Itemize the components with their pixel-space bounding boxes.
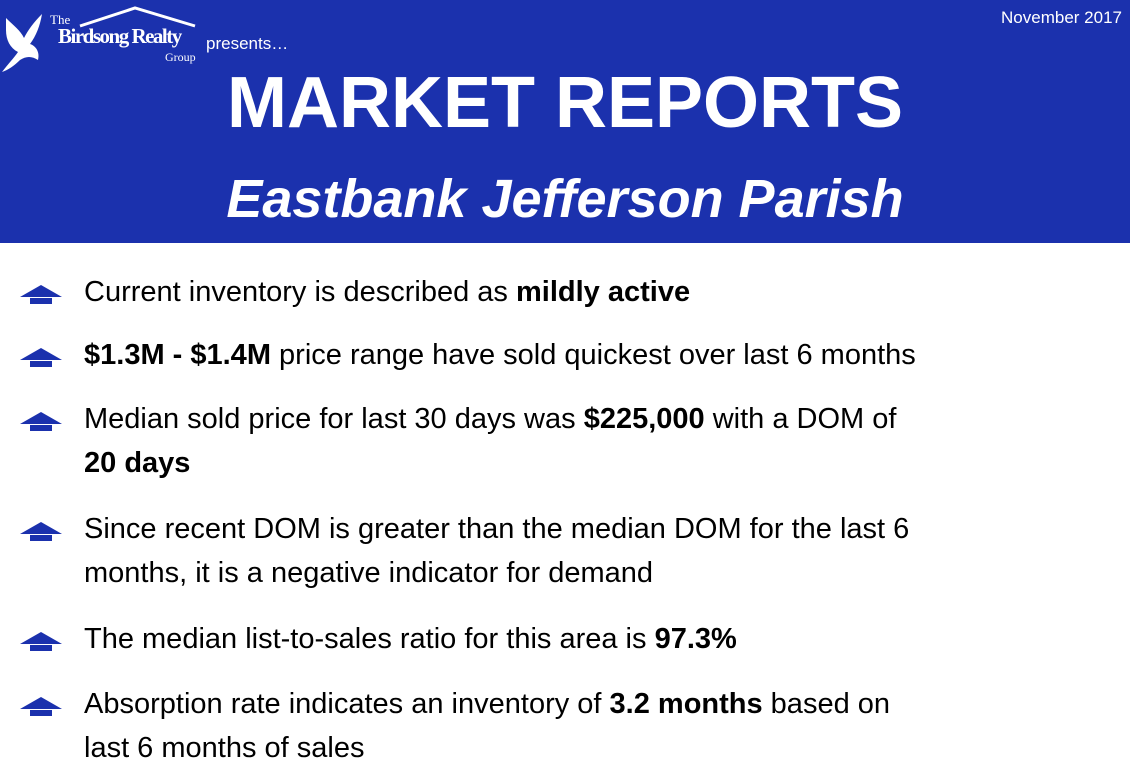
subtitle: Eastbank Jefferson Parish — [226, 169, 904, 229]
text: Since recent DOM is greater than the med… — [84, 513, 910, 545]
date: November 2017 — [1001, 8, 1122, 27]
bold-text: 3.2 months — [609, 688, 763, 720]
bullet-icon — [20, 412, 62, 431]
bold-text: mildly active — [515, 276, 691, 308]
bullet-icon — [20, 632, 62, 651]
bold-text: $1.3M - $1.4M — [84, 339, 271, 371]
bold-text: $225,000 — [583, 403, 705, 435]
text: Median sold price for last 30 days was — [84, 403, 584, 435]
text: with a DOM of — [704, 403, 897, 435]
text: last 6 months of sales — [84, 732, 365, 764]
bold-text: 20 days — [84, 447, 191, 479]
text: months, it is a negative indicator for d… — [84, 557, 654, 589]
bold-text: 97.3% — [654, 623, 737, 655]
bullet-icon — [20, 285, 62, 304]
bullet-line: months, it is a negative indicator for d… — [84, 557, 653, 590]
bullet-line: last 6 months of sales — [84, 732, 364, 765]
bullet-line: Absorption rate indicates an inventory o… — [84, 688, 890, 721]
logo-name: Birdsong Realty — [58, 24, 182, 48]
logo-the: The — [50, 12, 71, 27]
bullet-line: $1.3M - $1.4M price range have sold quic… — [84, 339, 916, 372]
bullet-icon — [20, 697, 62, 716]
text: price range have sold quickest over last… — [270, 339, 916, 371]
logo-group: Group — [165, 50, 196, 64]
bullet-line: Since recent DOM is greater than the med… — [84, 513, 909, 546]
text: The median list-to-sales ratio for this … — [84, 623, 655, 655]
bullet-icon — [20, 522, 62, 541]
text: based on — [762, 688, 891, 720]
bullet-line: Median sold price for last 30 days was $… — [84, 403, 896, 436]
header: The Birdsong Realty Group presents… Nove… — [0, 0, 1130, 243]
bullet-line: Current inventory is described as mildly… — [84, 276, 690, 309]
title: MARKET REPORTS — [226, 63, 904, 143]
bullet-icon — [20, 348, 62, 367]
presents: presents… — [206, 34, 289, 53]
bullet-line: 20 days — [84, 447, 190, 480]
text: Current inventory is described as — [84, 276, 516, 308]
logo-roof — [79, 6, 196, 28]
logo-dove — [2, 14, 42, 72]
text: Absorption rate indicates an inventory o… — [84, 688, 610, 720]
bullet-line: The median list-to-sales ratio for this … — [84, 623, 737, 656]
